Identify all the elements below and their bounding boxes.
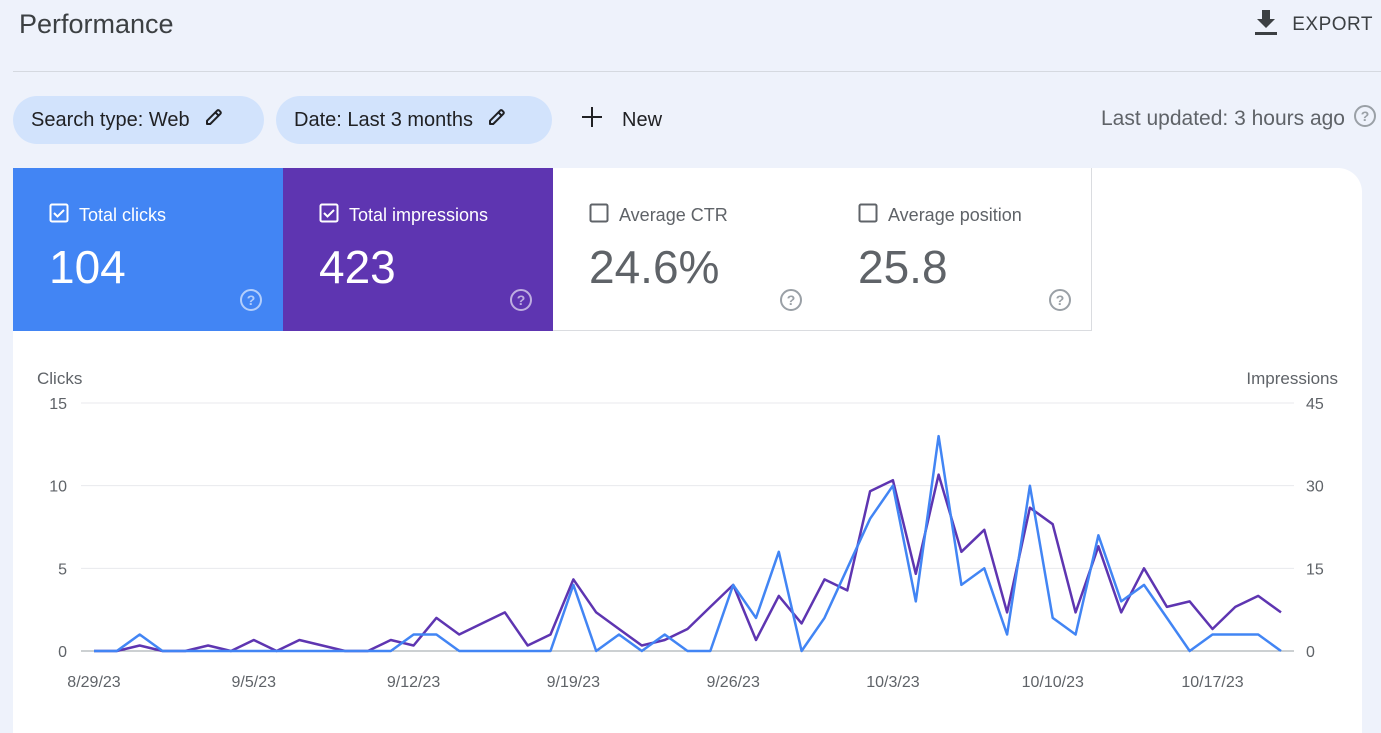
series-line-total-clicks (94, 434, 1282, 653)
x-tick-label: 8/29/23 (67, 674, 120, 691)
svg-text:?: ? (787, 292, 796, 308)
y-axis-left-label: Clicks (37, 369, 82, 388)
header-divider (13, 71, 1381, 72)
y-tick-right-label: 15 (1306, 561, 1324, 578)
metric-value: 104 (49, 241, 126, 293)
export-button[interactable]: EXPORT (1254, 8, 1373, 42)
metric-average-ctr[interactable]: Average CTR 24.6% ? (553, 168, 823, 331)
y-tick-right-label: 45 (1306, 396, 1324, 413)
y-axis-right-label: Impressions (1246, 369, 1338, 388)
new-filter-label: New (622, 108, 663, 131)
new-filter-button[interactable]: New (580, 96, 662, 144)
page-title: Performance (19, 9, 174, 39)
svg-text:?: ? (1056, 292, 1065, 308)
metric-label: Total impressions (349, 205, 489, 225)
x-tick-label: 9/5/23 (232, 674, 277, 691)
help-icon[interactable]: ? (1353, 104, 1377, 134)
metric-label: Average CTR (619, 205, 728, 225)
y-tick-left-label: 15 (49, 396, 67, 413)
help-icon[interactable]: ? (239, 288, 263, 317)
checkbox-checked-icon[interactable] (319, 203, 339, 228)
pencil-icon (204, 107, 224, 133)
metric-value: 423 (319, 241, 396, 293)
x-tick-label: 10/17/23 (1181, 674, 1243, 691)
svg-text:?: ? (1361, 108, 1370, 124)
y-tick-right-label: 0 (1306, 644, 1315, 661)
metric-value: 24.6% (589, 241, 720, 293)
search-type-filter-label: Search type: Web (31, 108, 190, 131)
plus-icon (580, 105, 604, 135)
x-tick-label: 9/26/23 (706, 674, 759, 691)
performance-chart: Clicks Impressions 0 0 5 15 10 30 15 45 8/29/23 9… (13, 358, 1362, 713)
x-tick-label: 10/10/23 (1022, 674, 1084, 691)
checkbox-unchecked-icon[interactable] (858, 203, 878, 228)
y-tick-left-label: 10 (49, 479, 67, 496)
last-updated-text: Last updated: 3 hours ago (1100, 107, 1345, 130)
metric-total-clicks[interactable]: Total clicks 104 ? (13, 168, 283, 331)
svg-text:?: ? (247, 292, 256, 308)
pencil-icon (487, 107, 507, 133)
help-icon[interactable]: ? (509, 288, 533, 317)
help-icon[interactable]: ? (1048, 288, 1072, 317)
search-type-filter-chip[interactable]: Search type: Web (13, 96, 264, 144)
metric-value: 25.8 (858, 241, 948, 293)
y-tick-left-label: 0 (58, 644, 67, 661)
svg-text:?: ? (517, 292, 526, 308)
performance-chart-svg: Clicks Impressions 0 0 5 15 10 30 15 45 8/29/23 9… (37, 369, 1338, 691)
metric-label: Average position (888, 205, 1022, 225)
metric-average-position[interactable]: Average position 25.8 ? (822, 168, 1092, 331)
checkbox-checked-icon[interactable] (49, 203, 69, 228)
help-icon[interactable]: ? (779, 288, 803, 317)
series-line-total-impressions (94, 473, 1282, 653)
date-filter-chip[interactable]: Date: Last 3 months (276, 96, 552, 144)
y-tick-left-label: 5 (58, 561, 67, 578)
download-icon (1254, 8, 1278, 42)
performance-card: Total clicks 104 ? Total impressions 423 (13, 168, 1362, 733)
x-tick-label: 10/3/23 (866, 674, 919, 691)
x-tick-label: 9/19/23 (547, 674, 600, 691)
date-filter-label: Date: Last 3 months (294, 108, 473, 131)
last-updated: Last updated: 3 hours ago ? (1101, 104, 1377, 134)
checkbox-unchecked-icon[interactable] (589, 203, 609, 228)
x-tick-label: 9/12/23 (387, 674, 440, 691)
metric-total-impressions[interactable]: Total impressions 423 ? (283, 168, 553, 331)
export-label: EXPORT (1292, 14, 1373, 35)
metric-label: Total clicks (79, 205, 167, 225)
y-tick-right-label: 30 (1306, 479, 1324, 496)
